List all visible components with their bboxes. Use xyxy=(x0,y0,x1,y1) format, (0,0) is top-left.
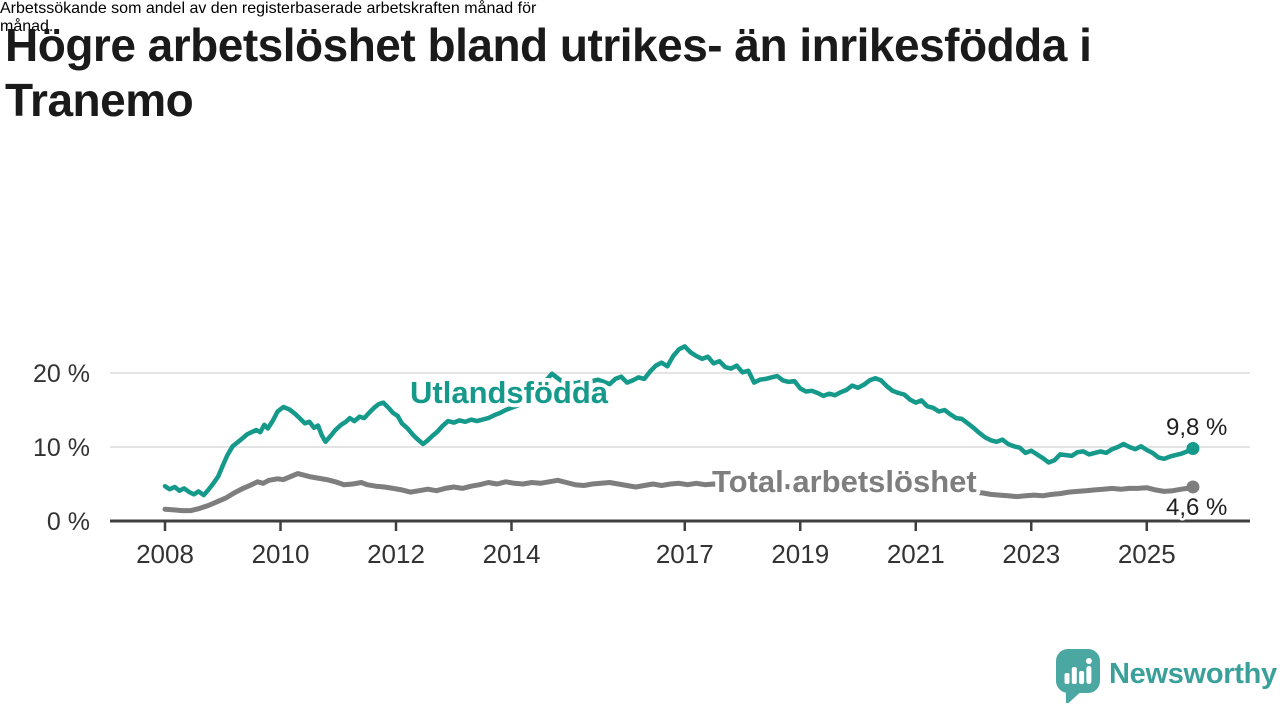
chart-subtitle-line-2: månad. xyxy=(0,18,54,35)
y-tick-label: 10 % xyxy=(33,434,90,462)
axes-and-gridlines: 0 % 10 % 20 % 2008 2010 2012 2014 2017 2019 2021 2… xyxy=(33,360,1250,569)
series-end-dot-0 xyxy=(1186,441,1200,455)
newsworthy-logo: Newsworthy xyxy=(1056,649,1277,703)
series-line-0 xyxy=(162,344,1196,498)
y-tick-label: 0 % xyxy=(47,508,90,536)
series-lines xyxy=(162,344,1200,514)
newsworthy-logo-text: Newsworthy xyxy=(1109,657,1277,690)
x-tick-label: 2025 xyxy=(1118,539,1176,569)
page-title: Högre arbetslöshet bland utrikes- än inr… xyxy=(5,18,1092,128)
x-tick-label: 2023 xyxy=(1002,539,1060,569)
y-tick-label: 20 % xyxy=(33,360,90,388)
x-tick-label: 2019 xyxy=(771,539,829,569)
x-tick-label: 2008 xyxy=(136,539,194,569)
page-title-line-1: Högre arbetslöshet bland utrikes- än inr… xyxy=(5,19,1092,71)
annotation-end-value-utlandsfodda: 9,8 % xyxy=(1166,414,1227,441)
x-tick-label: 2014 xyxy=(483,539,541,569)
page-title-line-2: Tranemo xyxy=(5,74,194,126)
annotation-end-value-total: 4,6 % xyxy=(1166,494,1227,521)
x-tick-label: 2021 xyxy=(887,539,945,569)
x-tick-label: 2010 xyxy=(252,539,310,569)
chart-subtitle-line-1: Arbetssökande som andel av den registerb… xyxy=(0,0,537,17)
x-tick-label: 2012 xyxy=(367,539,425,569)
series-line-1 xyxy=(162,471,1196,514)
series-label-total-arbetsloshet: Total arbetslöshet xyxy=(712,464,977,499)
x-tick-label: 2017 xyxy=(656,539,714,569)
series-end-dot-1 xyxy=(1186,480,1200,494)
newsworthy-speech-bubble-chart-icon xyxy=(1056,649,1100,703)
series-label-utlandsfodda: Utlandsfödda xyxy=(410,375,609,410)
